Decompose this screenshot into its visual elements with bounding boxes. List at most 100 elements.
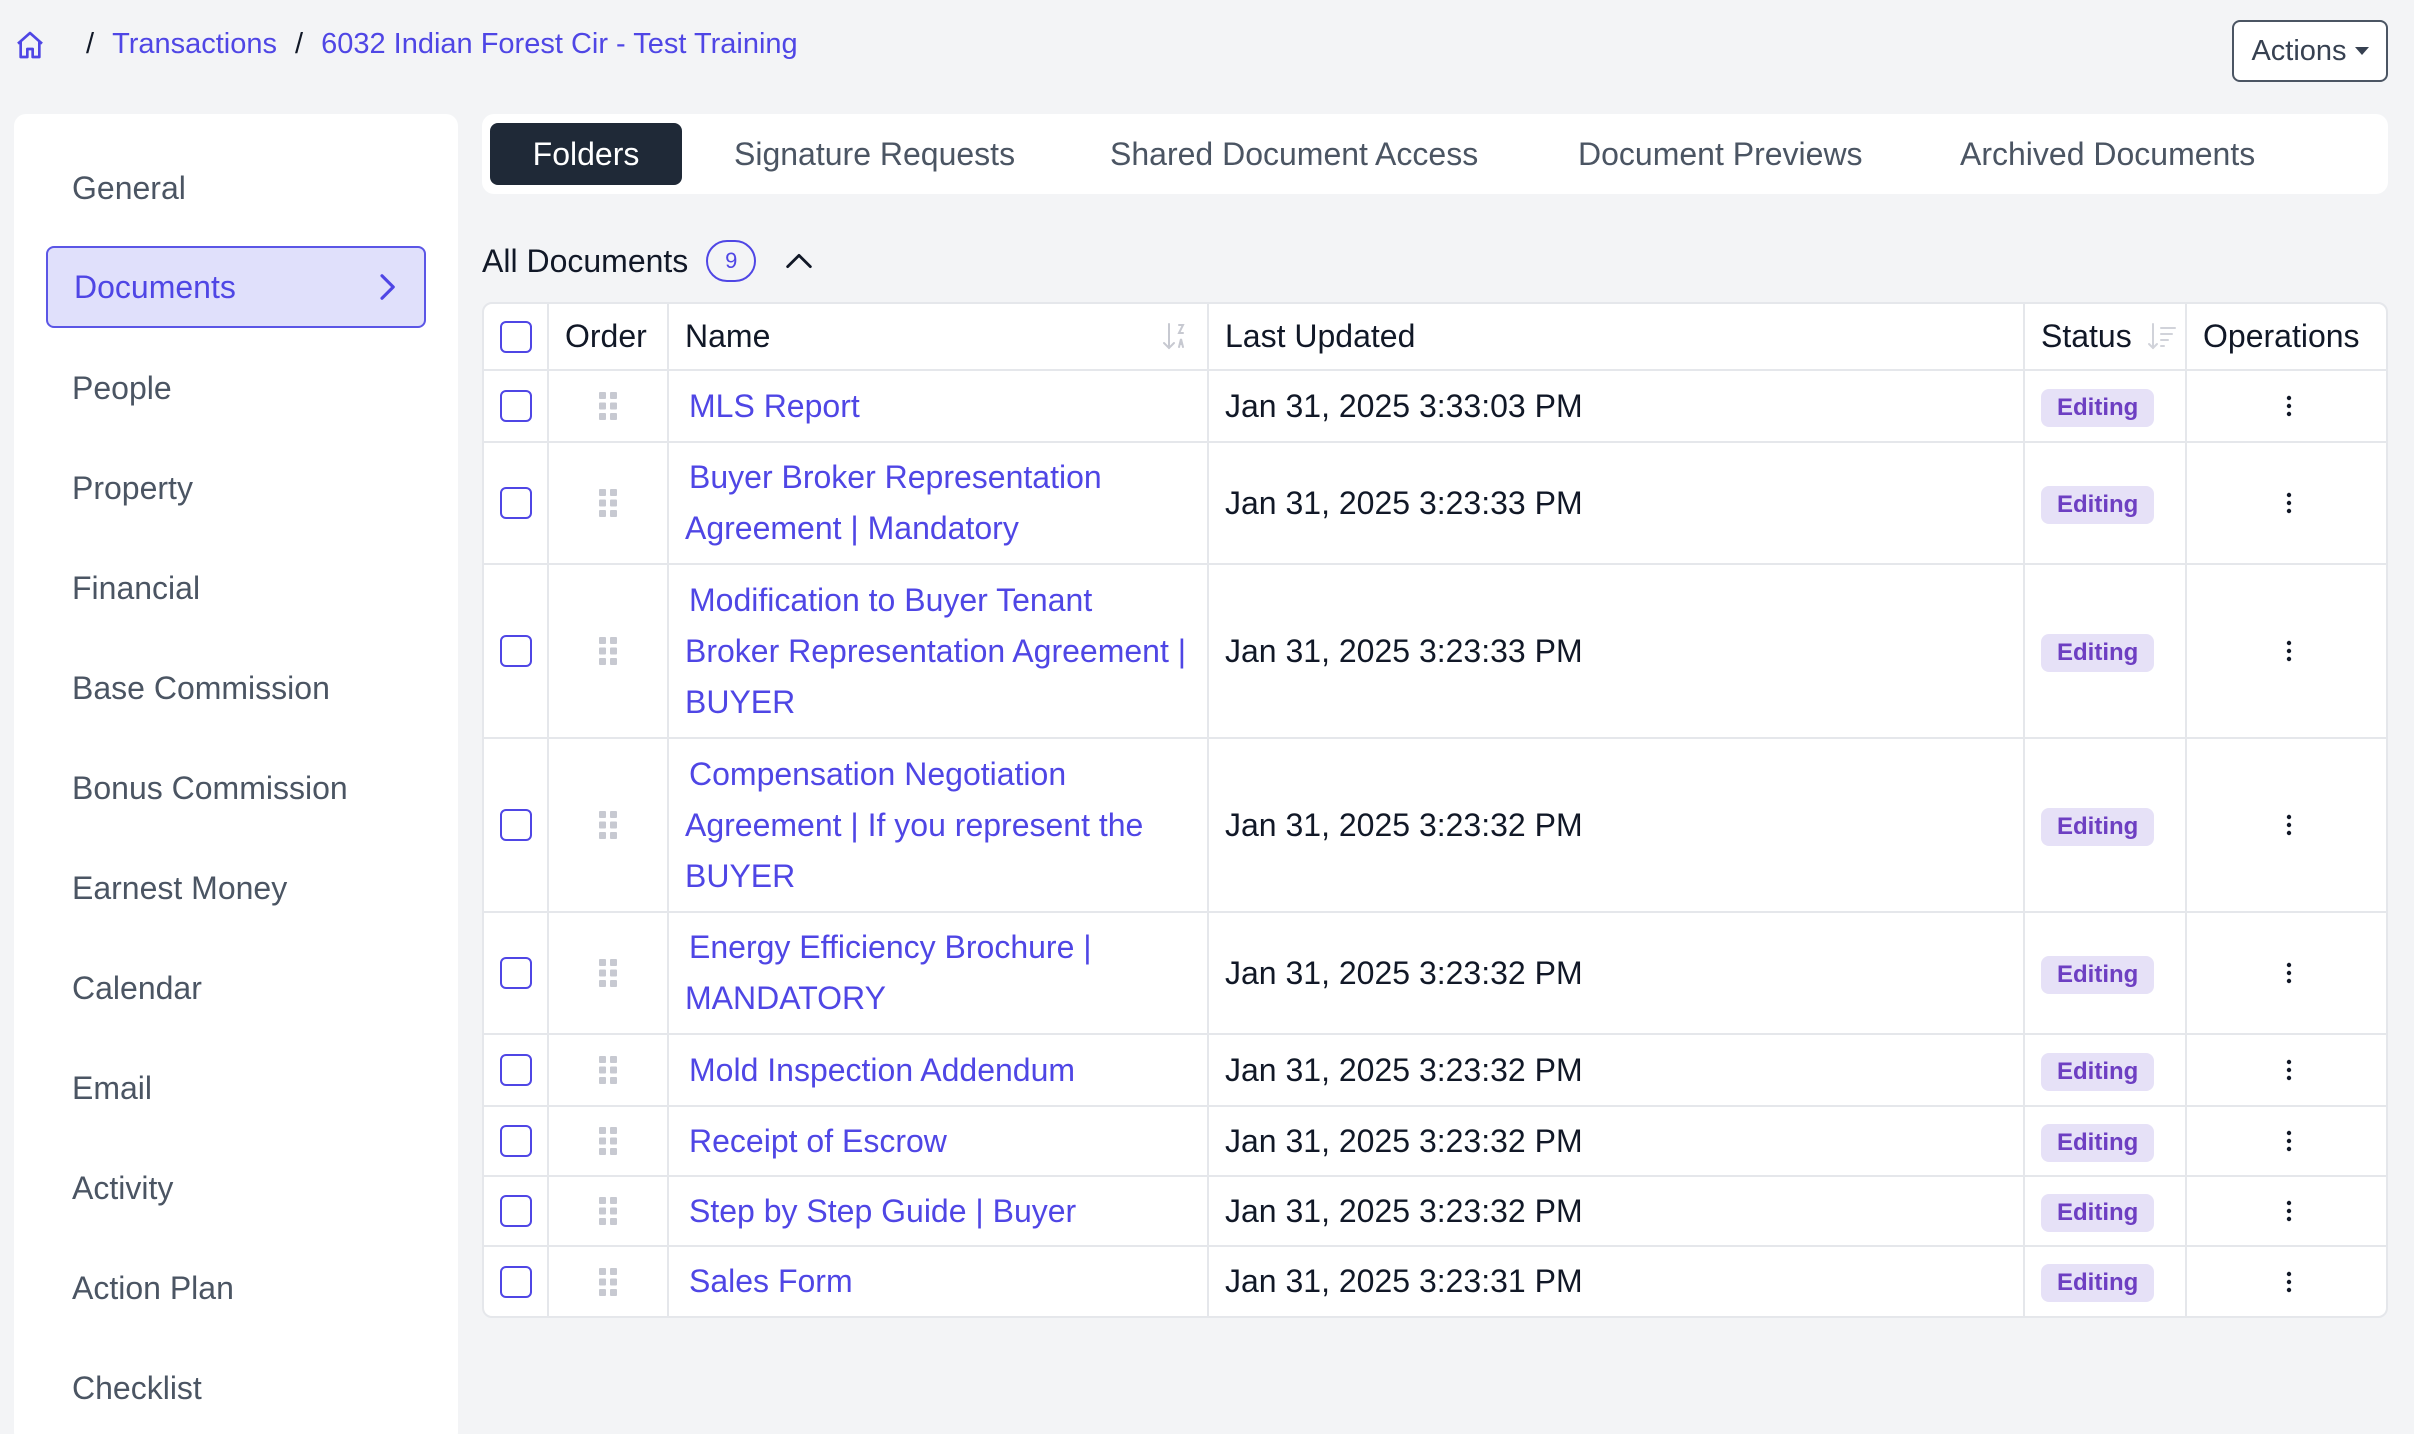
- kebab-menu-icon[interactable]: [2285, 1271, 2293, 1293]
- kebab-menu-icon[interactable]: [2285, 640, 2293, 662]
- sidebar-item-general[interactable]: General: [72, 170, 186, 206]
- sidebar-item-action-plan[interactable]: Action Plan: [72, 1270, 234, 1306]
- tab-shared-document-access[interactable]: Shared Document Access: [1110, 135, 1479, 172]
- row-select-cell: [484, 1034, 549, 1107]
- document-name-line: BUYER: [685, 857, 796, 894]
- table-row[interactable]: Compensation Negotiation Agreement | If y…: [484, 738, 2386, 913]
- row-checkbox[interactable]: [499, 487, 532, 519]
- row-updated-cell: Jan 31, 2025 3:23:32 PM: [1208, 1106, 2025, 1177]
- sidebar-item-earnest-money[interactable]: Earnest Money: [72, 870, 288, 906]
- document-name-link[interactable]: Modification to Buyer Tenant Broker Repre…: [685, 567, 1191, 736]
- row-checkbox[interactable]: [499, 1054, 532, 1086]
- table-row[interactable]: Step by Step Guide | Buyer Jan 31, 2025 …: [484, 1176, 2386, 1247]
- kebab-menu-icon[interactable]: [2285, 1059, 2293, 1081]
- row-operations-cell: [2186, 442, 2386, 565]
- drag-handle-icon[interactable]: [597, 1266, 619, 1298]
- table-row[interactable]: MLS Report Jan 31, 2025 3:33:03 PM Editi…: [484, 370, 2386, 443]
- drag-handle-icon[interactable]: [597, 957, 619, 989]
- sidebar-item-property[interactable]: Property: [72, 470, 193, 506]
- row-checkbox[interactable]: [499, 957, 532, 989]
- status-badge: Editing: [2041, 485, 2155, 524]
- last-updated-value: Jan 31, 2025 3:23:33 PM: [1225, 484, 1583, 521]
- sidebar-item-documents[interactable]: Documents: [46, 246, 426, 328]
- row-checkbox[interactable]: [499, 1265, 532, 1298]
- document-name-link[interactable]: Compensation Negotiation Agreement | If y…: [685, 741, 1191, 910]
- sort-alpha-icon[interactable]: [1161, 320, 1193, 354]
- row-order-cell: [548, 1176, 669, 1247]
- sidebar-item-base-commission[interactable]: Base Commission: [72, 670, 330, 706]
- tab-archived-documents[interactable]: Archived Documents: [1960, 135, 2256, 172]
- document-name-link[interactable]: Step by Step Guide | Buyer: [685, 1178, 1191, 1245]
- sidebar-item-calendar[interactable]: Calendar: [72, 970, 202, 1006]
- row-checkbox[interactable]: [499, 1195, 532, 1227]
- last-updated-value: Jan 31, 2025 3:23:32 PM: [1225, 1192, 1583, 1229]
- drag-handle-icon[interactable]: [597, 390, 619, 422]
- drag-handle-icon[interactable]: [597, 1195, 619, 1227]
- document-name-link[interactable]: Energy Efficiency Brochure | MANDATORY: [685, 914, 1191, 1032]
- kebab-menu-icon[interactable]: [2285, 814, 2293, 836]
- drag-handle-icon[interactable]: [597, 487, 619, 519]
- row-operations-cell: [2186, 564, 2386, 739]
- documents-title: All Documents: [482, 242, 689, 279]
- breadcrumb-separator: /: [295, 28, 304, 60]
- kebab-menu-icon[interactable]: [2285, 1200, 2293, 1222]
- tab-document-previews[interactable]: Document Previews: [1578, 135, 1863, 172]
- row-checkbox[interactable]: [499, 1125, 532, 1157]
- document-name-link[interactable]: MLS Report: [685, 373, 1191, 440]
- table-row[interactable]: Mold Inspection Addendum Jan 31, 2025 3:…: [484, 1034, 2386, 1107]
- breadcrumb-transactions-link[interactable]: Transactions: [112, 28, 277, 60]
- sidebar-item-bonus-commission[interactable]: Bonus Commission: [72, 770, 348, 806]
- sidebar-item-checklist[interactable]: Checklist: [72, 1370, 202, 1406]
- sidebar-item-activity[interactable]: Activity: [72, 1170, 174, 1206]
- home-icon[interactable]: [14, 29, 46, 61]
- row-checkbox[interactable]: [499, 390, 532, 422]
- row-select-cell: [484, 1106, 549, 1177]
- table-row[interactable]: Modification to Buyer Tenant Broker Repre…: [484, 564, 2386, 739]
- kebab-menu-icon[interactable]: [2285, 1130, 2293, 1152]
- last-updated-value: Jan 31, 2025 3:23:31 PM: [1225, 1263, 1583, 1299]
- document-name-link[interactable]: Receipt of Escrow: [685, 1108, 1191, 1175]
- tab-signature-requests[interactable]: Signature Requests: [734, 135, 1016, 172]
- kebab-menu-icon[interactable]: [2285, 395, 2293, 417]
- row-status-cell: Editing: [2024, 912, 2187, 1035]
- select-all-checkbox[interactable]: [499, 320, 532, 353]
- drag-handle-icon[interactable]: [597, 1125, 619, 1157]
- document-name-link[interactable]: Mold Inspection Addendum: [685, 1037, 1191, 1104]
- document-name-link[interactable]: Sales Form: [685, 1248, 1191, 1315]
- row-status-cell: Editing: [2024, 442, 2187, 565]
- row-order-cell: [548, 1246, 669, 1316]
- row-updated-cell: Jan 31, 2025 3:33:03 PM: [1208, 370, 2025, 443]
- chevron-up-icon[interactable]: [782, 244, 816, 278]
- sidebar-item-financial[interactable]: Financial: [72, 570, 201, 606]
- sidebar-item-label: Documents: [74, 268, 236, 305]
- tab-folders[interactable]: Folders: [490, 123, 682, 185]
- row-name-cell: MLS Report: [668, 370, 1209, 443]
- breadcrumb-transaction-link[interactable]: 6032 Indian Forest Cir - Test Training: [321, 28, 798, 60]
- actions-dropdown-button[interactable]: Actions: [2232, 20, 2388, 82]
- row-checkbox[interactable]: [499, 635, 532, 667]
- table-row[interactable]: Energy Efficiency Brochure | MANDATORY Ja…: [484, 912, 2386, 1035]
- document-name-link[interactable]: Buyer Broker Representation Agreement | M…: [685, 444, 1191, 562]
- table-row[interactable]: Sales Form Jan 31, 2025 3:23:31 PM Editi…: [484, 1246, 2386, 1316]
- column-header-status[interactable]: Status: [2024, 304, 2187, 371]
- drag-handle-icon[interactable]: [597, 635, 619, 667]
- row-status-cell: Editing: [2024, 370, 2187, 443]
- drag-handle-icon[interactable]: [597, 1054, 619, 1086]
- kebab-menu-icon[interactable]: [2285, 962, 2293, 984]
- table-row[interactable]: Receipt of Escrow Jan 31, 2025 3:23:32 P…: [484, 1106, 2386, 1177]
- sidebar-item-email[interactable]: Email: [72, 1070, 153, 1106]
- column-header-name[interactable]: Name: [668, 304, 1209, 371]
- column-header-name-label: Name: [685, 318, 771, 354]
- kebab-menu-icon[interactable]: [2285, 492, 2293, 514]
- sort-icon[interactable]: [2147, 320, 2179, 354]
- row-select-cell: [484, 738, 549, 913]
- drag-handle-icon[interactable]: [597, 809, 619, 841]
- document-name-line: Energy Efficiency Brochure |: [689, 929, 1092, 965]
- row-checkbox[interactable]: [499, 809, 532, 841]
- row-order-cell: [548, 738, 669, 913]
- sidebar-item-people[interactable]: People: [72, 370, 172, 406]
- table-row[interactable]: Buyer Broker Representation Agreement | M…: [484, 442, 2386, 565]
- row-status-cell: Editing: [2024, 564, 2187, 739]
- row-updated-cell: Jan 31, 2025 3:23:32 PM: [1208, 738, 2025, 913]
- row-order-cell: [548, 1106, 669, 1177]
